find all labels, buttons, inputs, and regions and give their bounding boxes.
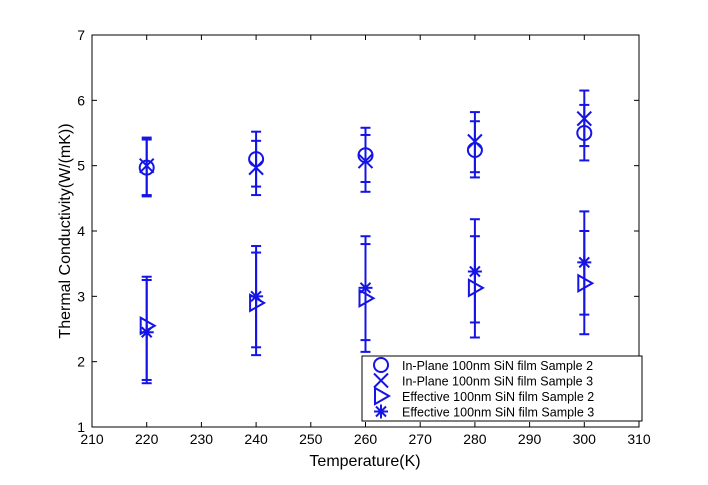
x-axis-label: Temperature(K): [309, 453, 420, 470]
legend-box: [361, 355, 643, 422]
error-bar: [251, 130, 262, 197]
legend-label: In-Plane 100nm SiN film Sample 2: [402, 359, 593, 373]
legend-entry: In-Plane 100nm SiN film Sample 3: [373, 372, 593, 389]
data-series: [138, 89, 595, 385]
legend-label: Effective 100nm SiN film Sample 3: [402, 406, 594, 420]
y-tick-label: 2: [77, 354, 85, 370]
y-tick-label: 3: [77, 288, 85, 304]
legend: In-Plane 100nm SiN film Sample 2 In-Plane…: [361, 355, 643, 422]
legend-marker: [374, 404, 388, 419]
marker-shape: [578, 256, 591, 269]
y-axis-label: Thermal Conductivity(W/(mK)): [57, 123, 74, 338]
marker-shape: [374, 386, 392, 406]
y-tick-label: 5: [77, 158, 85, 174]
data-point: [467, 133, 483, 150]
data-point: [248, 159, 264, 176]
x-tick-label: 240: [244, 431, 268, 447]
x-tick-label: 220: [135, 431, 159, 447]
y-tick-label: 4: [77, 223, 85, 239]
legend-entry: Effective 100nm SiN film Sample 3: [374, 404, 594, 420]
marker-shape: [138, 157, 155, 174]
marker-shape: [357, 153, 374, 169]
ticks: 210 220 230 240 250 260 270 280 290 300 310 1 2 3 4 5 6 7: [77, 27, 651, 447]
legend-entry: Effective 100nm SiN film Sample 2: [374, 386, 594, 406]
marker-shape: [576, 110, 593, 127]
legend-marker: [374, 386, 392, 406]
data-point: [358, 280, 373, 295]
data-point: [577, 255, 592, 270]
marker-shape: [373, 357, 389, 373]
legend-label: In-Plane 100nm SiN film Sample 3: [402, 375, 593, 389]
y-tick-label: 7: [77, 27, 85, 43]
marker-shape: [469, 265, 481, 278]
x-tick-label: 210: [80, 431, 104, 447]
legend-marker: [373, 357, 389, 373]
marker-shape: [375, 405, 387, 418]
x-tick-label: 270: [409, 431, 433, 447]
data-point: [249, 289, 264, 304]
marker-shape: [359, 282, 372, 294]
data-point: [139, 325, 154, 340]
x-tick-label: 290: [518, 431, 542, 447]
series-2: [138, 89, 593, 198]
legend-label: Effective 100nm SiN film Sample 2: [402, 390, 594, 404]
data-point: [576, 110, 593, 127]
data-point: [357, 153, 374, 169]
y-tick-label: 6: [77, 92, 85, 108]
series-4: [139, 210, 592, 385]
legend-marker: [373, 372, 389, 389]
marker-shape: [140, 326, 153, 338]
data-point: [138, 157, 155, 174]
x-tick-label: 230: [190, 431, 214, 447]
marker-shape: [373, 372, 389, 389]
x-tick-label: 250: [299, 431, 323, 447]
y-tick-label: 1: [77, 419, 85, 435]
data-point: [467, 264, 482, 279]
x-tick-label: 260: [354, 431, 378, 447]
x-tick-label: 310: [627, 431, 651, 447]
marker-shape: [250, 290, 262, 303]
x-tick-label: 300: [573, 431, 597, 447]
x-tick-label: 280: [463, 431, 487, 447]
legend-entry: In-Plane 100nm SiN film Sample 2: [373, 357, 593, 373]
marker-shape: [248, 159, 264, 176]
marker-shape: [467, 133, 483, 150]
